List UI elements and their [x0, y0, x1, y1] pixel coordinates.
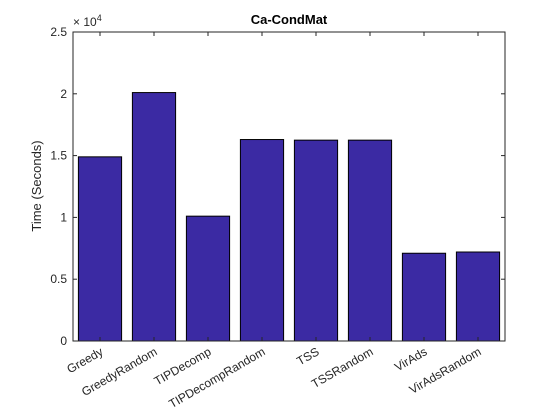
bar-greedyrandom — [131, 92, 177, 342]
bar-tipdecomp — [185, 215, 231, 342]
bars-layer — [77, 92, 501, 342]
bar-virads — [401, 252, 447, 342]
y-tick-label: 1.5 — [50, 149, 67, 163]
y-tick-label: 0 — [60, 334, 67, 348]
bar-greedy — [77, 156, 123, 342]
plot-frame — [72, 31, 506, 342]
x-tick-label: TSSRandom — [309, 344, 375, 390]
bar-tss — [293, 139, 339, 342]
bar-tipdecomprandom — [239, 139, 285, 342]
x-tick-label: Greedy — [64, 344, 105, 376]
bar-viradsrandom — [455, 251, 501, 342]
x-tick-label: TSS — [294, 344, 321, 368]
chart-title: Ca-CondMat — [251, 12, 328, 27]
y-tick-label: 1 — [60, 210, 67, 224]
x-tick-label: TIPDecompRandom — [166, 344, 267, 410]
y-tick-label: 0.5 — [50, 272, 67, 286]
y-axis-label: Time (Seconds) — [29, 140, 44, 231]
y-axis-exponent: × 104 — [73, 13, 102, 29]
bar-tssrandom — [347, 139, 393, 342]
y-tick-label: 2 — [60, 87, 67, 101]
y-tick-label: 2.5 — [50, 25, 67, 39]
x-tick-label: VirAds — [392, 344, 429, 374]
